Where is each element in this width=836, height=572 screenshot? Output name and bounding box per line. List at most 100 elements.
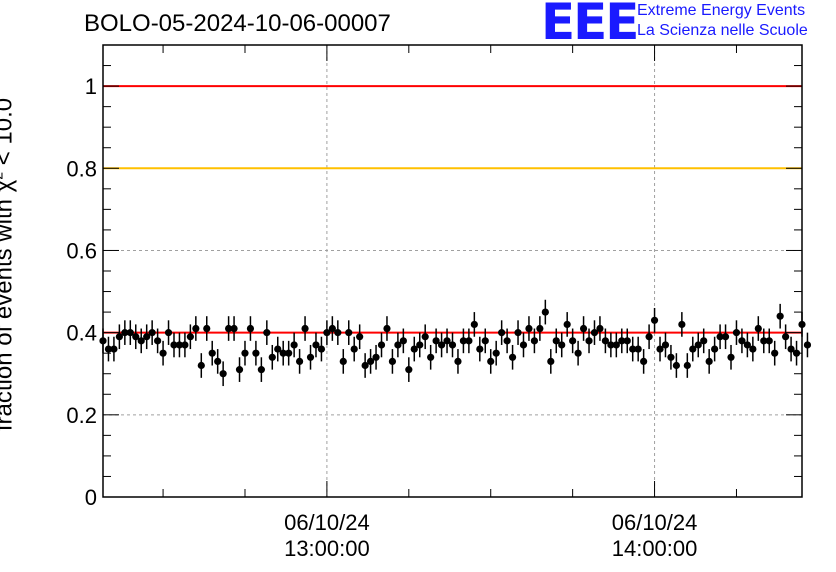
data-point [618, 337, 626, 345]
data-point [356, 333, 364, 341]
data-point [465, 337, 473, 345]
data-point [738, 337, 746, 345]
data-point [410, 345, 418, 353]
data-point [498, 329, 506, 337]
y-tick-label: 0.8 [66, 156, 97, 181]
y-tick-label: 0.6 [66, 238, 97, 263]
data-point [268, 353, 276, 361]
data-point [760, 337, 768, 345]
data-point [514, 329, 522, 337]
data-point [214, 357, 222, 365]
data-point [590, 329, 599, 337]
y-tick-label: 0.2 [66, 403, 97, 428]
data-point [345, 329, 353, 337]
eee-logo: EEE Extreme Energy Events La Scienza nel… [541, 0, 831, 50]
data-point [143, 333, 151, 341]
data-point [208, 349, 216, 357]
data-point [563, 320, 571, 329]
data-point [295, 357, 304, 365]
data-point [437, 341, 446, 349]
data-point [372, 353, 380, 361]
data-point [175, 341, 184, 349]
data-point [274, 345, 282, 353]
data-point [672, 361, 680, 370]
data-point [104, 345, 113, 353]
data-point [164, 329, 173, 337]
data-point [421, 333, 429, 341]
data-point [503, 337, 511, 345]
data-point [765, 337, 773, 345]
data-point [186, 333, 194, 341]
data-point [530, 337, 539, 345]
data-point [569, 337, 577, 345]
data-point [552, 337, 560, 345]
data-point [782, 333, 790, 341]
data-point [629, 345, 637, 353]
data-point [508, 353, 517, 361]
data-point [252, 349, 260, 357]
data-point [366, 357, 375, 365]
data-point [170, 341, 178, 349]
data-point [721, 333, 730, 341]
data-point [716, 333, 724, 341]
data-point [727, 353, 735, 361]
data-point [711, 345, 719, 353]
data-point [787, 345, 795, 353]
data-point [285, 349, 293, 357]
data-point [601, 337, 610, 345]
data-point [405, 366, 413, 374]
data-point [148, 329, 156, 337]
data-point [470, 320, 478, 329]
data-point [448, 341, 457, 349]
x-tick-label-date: 06/10/24 [284, 510, 370, 535]
data-point [585, 337, 593, 345]
data-point [246, 324, 255, 333]
data-point [350, 345, 358, 353]
data-point [197, 361, 205, 370]
data-point [650, 316, 659, 324]
data-point [263, 329, 271, 337]
data-point [279, 349, 287, 357]
data-point [754, 324, 762, 333]
data-point [225, 324, 233, 333]
data-point [317, 345, 326, 353]
data-point [700, 337, 708, 345]
data-point [432, 337, 440, 345]
data-point [803, 341, 812, 349]
y-tick-label: 0.4 [66, 321, 97, 346]
data-point [290, 341, 298, 349]
data-point [115, 333, 123, 341]
data-point [394, 341, 402, 349]
data-point [323, 329, 331, 337]
data-point [383, 324, 391, 333]
data-point [596, 324, 604, 333]
data-point [623, 337, 631, 345]
data-point [732, 329, 741, 337]
x-tick-label-time: 14:00:00 [612, 536, 698, 561]
data-point [459, 337, 468, 345]
logo-line-1: Extreme Energy Events [637, 2, 806, 19]
data-point [574, 349, 582, 357]
data-point [339, 357, 347, 365]
data-point [159, 349, 167, 357]
data-point [481, 337, 489, 345]
data-point [749, 345, 757, 353]
x-tick-label-time: 13:00:00 [284, 536, 370, 561]
data-point [547, 357, 555, 365]
data-point [541, 308, 549, 316]
data-point [126, 329, 134, 337]
data-point [640, 357, 648, 365]
data-point [667, 353, 675, 361]
data-point [377, 341, 386, 349]
plot-area [103, 45, 802, 497]
data-point [137, 337, 145, 345]
data-point [334, 329, 342, 337]
data-point [645, 333, 653, 341]
data-point [487, 357, 495, 365]
data-point [656, 345, 664, 353]
data-point [110, 345, 118, 353]
data-point [607, 341, 615, 349]
data-point [705, 357, 713, 365]
y-tick-label: 0 [85, 485, 97, 510]
data-point [416, 341, 424, 349]
